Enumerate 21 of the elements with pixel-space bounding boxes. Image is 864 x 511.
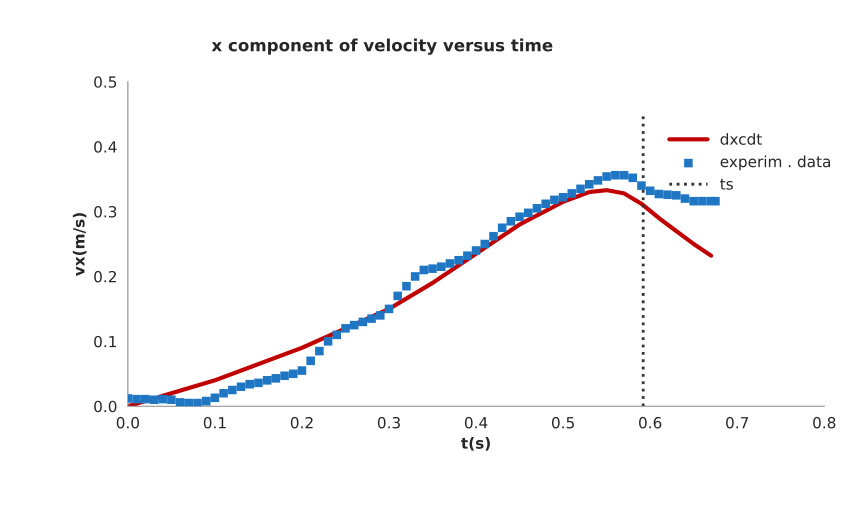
- x-tick-label: 0.5: [552, 416, 574, 428]
- legend-label: experim . data: [720, 155, 830, 170]
- x-tick-label: 0.0: [116, 416, 140, 428]
- chart-title: x component of velocity versus time: [212, 38, 552, 55]
- x-tick-label: 0.2: [290, 416, 313, 428]
- y-tick-label: 0.4: [94, 141, 117, 153]
- x-tick-label: 0.8: [813, 416, 836, 428]
- y-axis-title: vx(m/s): [72, 213, 86, 276]
- legend-label: dxcdt: [720, 133, 762, 145]
- y-tick-label: 0.2: [94, 270, 116, 282]
- x-tick-label: 0.7: [726, 416, 748, 428]
- x-tick-label: 0.1: [204, 416, 226, 428]
- y-tick-label: 0.3: [94, 206, 116, 218]
- x-tick-label: 0.3: [378, 416, 400, 428]
- x-tick-label: 0.6: [639, 416, 662, 428]
- y-tick-label: 0.5: [94, 76, 116, 88]
- y-tick-label: 0.0: [94, 400, 116, 412]
- legend-label: ts: [720, 178, 733, 190]
- y-tick-label: 0.1: [94, 336, 116, 348]
- x-axis-title: t(s): [461, 437, 490, 451]
- x-tick-label: 0.4: [464, 416, 488, 428]
